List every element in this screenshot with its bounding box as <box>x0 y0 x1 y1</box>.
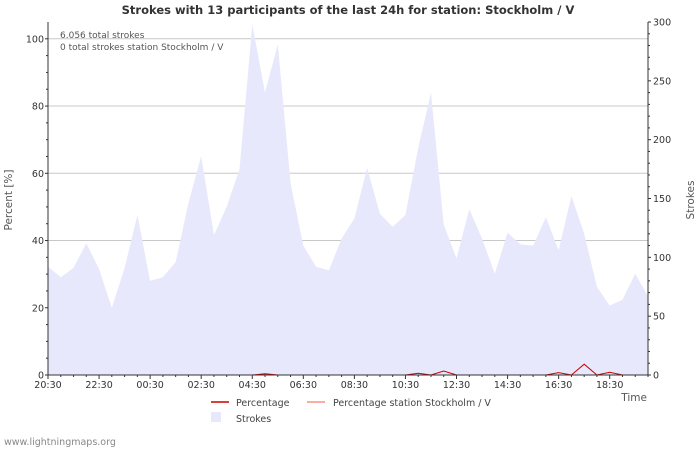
x-axis-label: Time <box>620 392 647 404</box>
y-right-tick-label: 200 <box>653 135 671 146</box>
annotation-total-strokes: 6.056 total strokes <box>60 31 145 41</box>
x-tick-label: 10:30 <box>392 380 419 391</box>
x-tick-label: 18:30 <box>596 380 623 391</box>
x-tick-label: 08:30 <box>341 380 368 391</box>
axes: 0 20 40 60 80 100 0 50 100 150 200 250 300 20:30 22:30… <box>26 18 671 392</box>
strokes-area-layer <box>48 24 648 376</box>
y-right-tick-label: 50 <box>653 312 665 323</box>
legend-label-strokes: Strokes <box>236 414 271 425</box>
x-tick-label: 00:30 <box>136 380 163 391</box>
x-tick-label: 16:30 <box>545 380 572 391</box>
y-left-tick-label: 100 <box>26 34 44 45</box>
legend-label-percentage-station: Percentage station Stockholm / V <box>333 398 491 409</box>
x-tick-label: 20:30 <box>34 380 61 391</box>
legend-swatch-strokes <box>211 412 221 422</box>
y-left-tick-label: 0 <box>38 371 44 382</box>
x-tick-label: 06:30 <box>290 380 317 391</box>
x-tick-label: 02:30 <box>187 380 214 391</box>
x-tick-label: 12:30 <box>443 380 470 391</box>
x-tick-label: 04:30 <box>239 380 266 391</box>
chart-title: Strokes with 13 participants of the last… <box>122 3 575 17</box>
legend-label-percentage: Percentage <box>236 398 290 409</box>
annotation-station-strokes: 0 total strokes station Stockholm / V <box>60 43 224 53</box>
legend: Percentage Percentage station Stockholm … <box>211 398 491 425</box>
y-right-tick-label: 300 <box>653 18 671 29</box>
y-axis-left-label: Percent [%] <box>3 169 15 230</box>
y-right-tick-label: 150 <box>653 194 671 205</box>
x-tick-label: 22:30 <box>85 380 112 391</box>
y-right-tick-label: 100 <box>653 253 671 264</box>
y-right-tick-label: 0 <box>653 371 659 382</box>
strokes-area <box>48 24 648 376</box>
y-left-tick-label: 60 <box>32 169 44 180</box>
y-right-tick-label: 250 <box>653 76 671 87</box>
y-left-tick-label: 40 <box>32 236 44 247</box>
y-left-tick-label: 80 <box>32 102 44 113</box>
footer-credit: www.lightningmaps.org <box>4 437 116 448</box>
y-left-tick-label: 20 <box>32 303 44 314</box>
x-tick-label: 14:30 <box>494 380 521 391</box>
y-axis-right-label: Strokes <box>685 181 697 220</box>
